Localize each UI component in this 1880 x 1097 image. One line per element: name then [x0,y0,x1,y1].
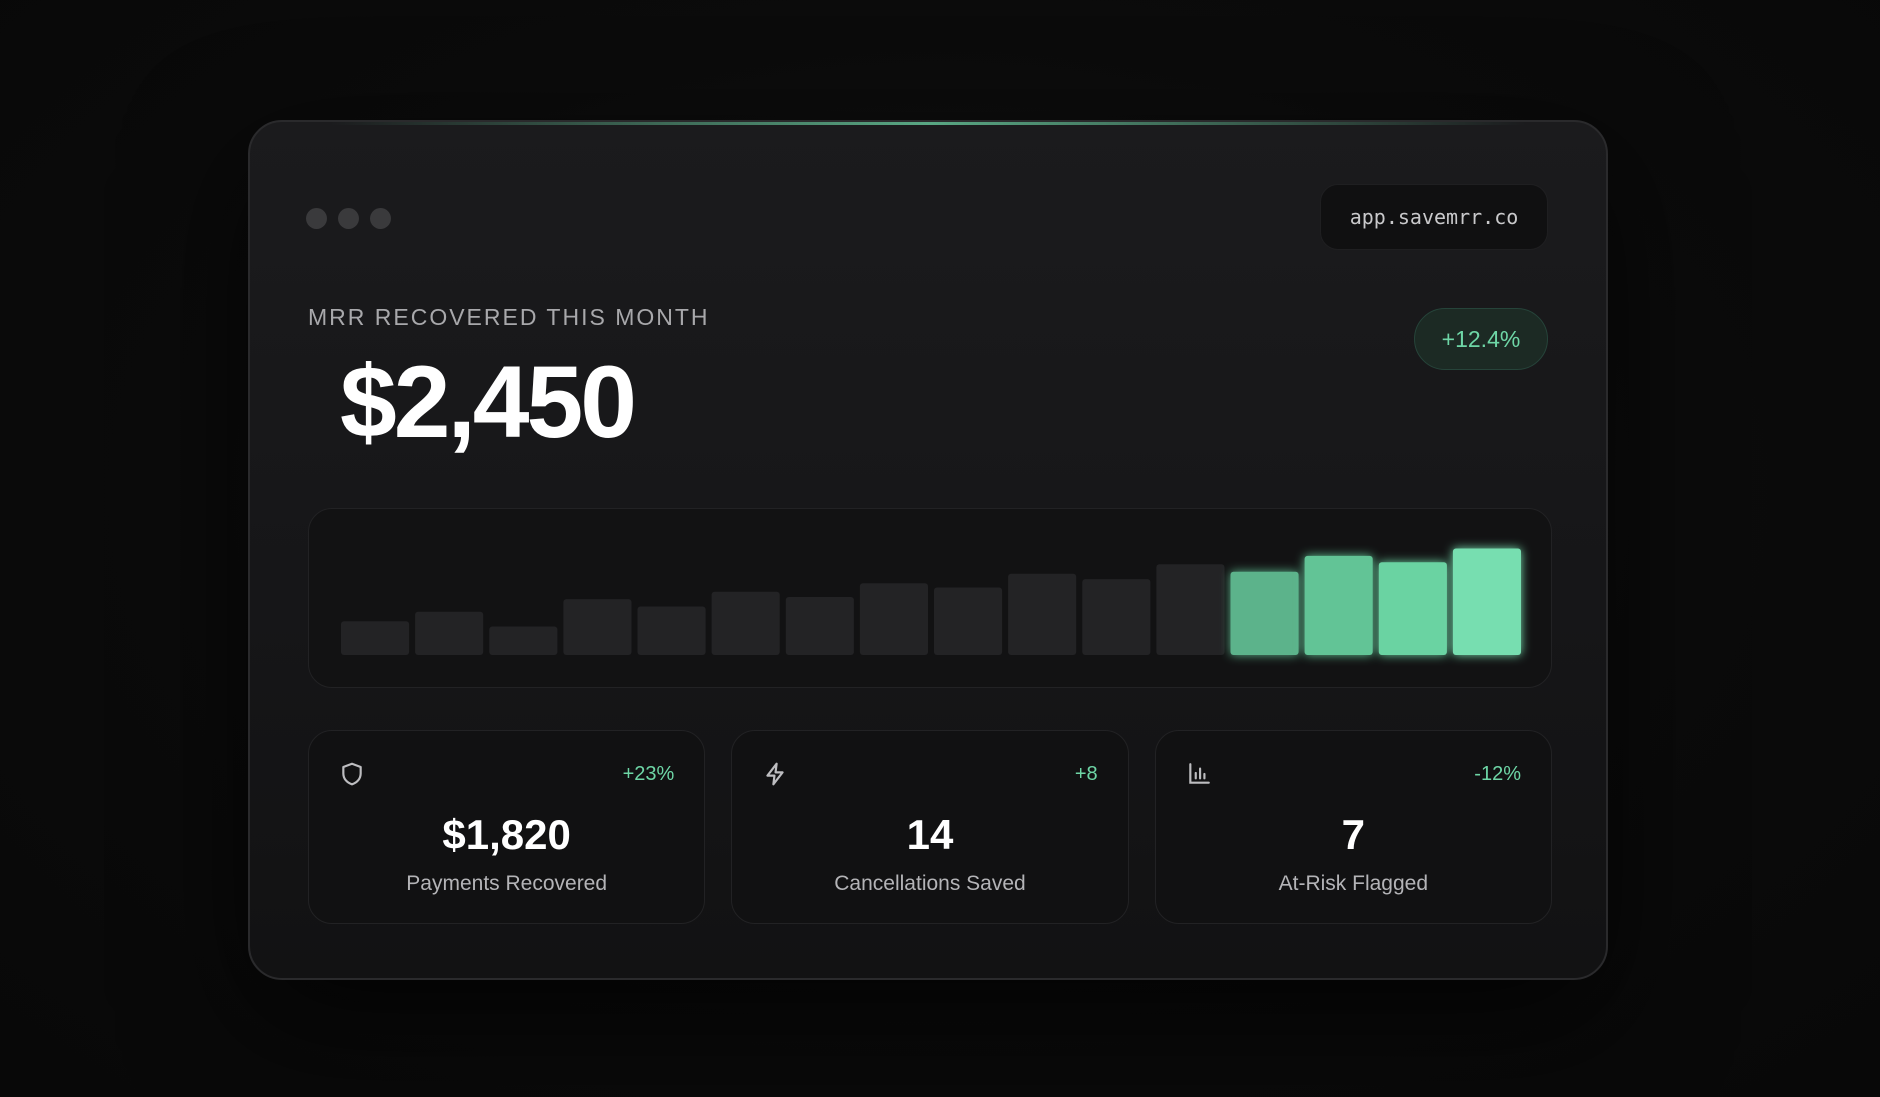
stat-label: Payments Recovered [406,872,608,895]
chart-bar [563,599,632,655]
stats-row: +23% $1,820 Payments Recovered +8 14 Can… [308,730,1552,924]
chart-bar [1008,573,1077,655]
stat-change: +23% [622,763,675,785]
stat-change: -12% [1474,763,1521,785]
chart-bar [489,626,558,655]
change-badge: +12.4% [1414,308,1548,370]
stat-label: At-Risk Flagged [1278,872,1429,895]
stat-value: $1,820 [442,811,571,858]
window-controls [306,208,391,229]
chart-bar [1304,555,1373,655]
chart-bar [1378,562,1447,655]
chart-bar [1452,548,1521,655]
stat-change: +8 [1074,763,1098,785]
lightning-icon [766,762,784,786]
window-dot-close[interactable] [306,208,327,229]
chart-bar [1082,579,1151,655]
stat-card-payments[interactable]: +23% $1,820 Payments Recovered [308,730,706,924]
chart-bar [637,606,706,655]
shield-icon [342,762,362,786]
chart-bar [785,597,854,655]
chart-bar [415,611,484,655]
chart-bar [1156,564,1225,655]
window-dot-maximize[interactable] [370,208,391,229]
chart-bar [1230,571,1299,655]
bar-chart-icon [1188,763,1210,784]
mrr-bar-chart [308,508,1552,688]
stat-value: 7 [1341,811,1365,858]
chart-canvas [341,548,1521,655]
metric-label: MRR RECOVERED THIS MONTH [308,304,710,330]
stat-value: 14 [906,811,954,858]
chart-bar [859,583,928,655]
dashboard-window: app.savemrr.co MRR RECOVERED THIS MONTH … [248,120,1608,980]
url-bar[interactable]: app.savemrr.co [1320,184,1548,250]
window-dot-minimize[interactable] [338,208,359,229]
stat-card-cancellations[interactable]: +8 14 Cancellations Saved [731,730,1129,924]
chart-bar [341,621,410,655]
stat-card-at-risk[interactable]: -12% 7 At-Risk Flagged [1154,730,1552,924]
chart-bar [934,587,1003,655]
stat-label: Cancellations Saved [834,872,1026,895]
chart-bar [711,591,780,655]
mrr-value: $2,450 [340,345,637,459]
